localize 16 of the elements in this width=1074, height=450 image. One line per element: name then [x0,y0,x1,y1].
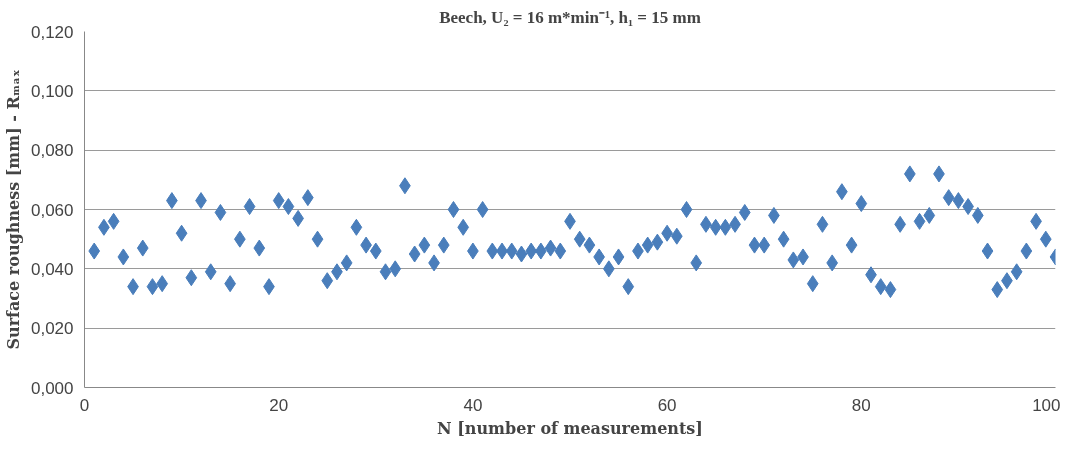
x-tick-label: 0 [79,395,90,415]
x-tick-label: 60 [657,395,677,415]
x-tick-label: 80 [851,395,871,415]
chart-title: Beech, U₂ = 16 m*min⁻¹, h₁ = 15 mm [439,7,701,27]
x-tick-label: 100 [1032,395,1061,415]
x-axis-title: N [number of measurements] [437,418,703,438]
x-tick-label: 20 [269,395,289,415]
y-tick-label: 0,060 [30,200,74,220]
y-tick-label: 0,020 [30,319,74,339]
y-tick-label: 0,080 [30,141,74,161]
y-tick-label: 0,040 [30,259,74,279]
y-tick-label: 0,120 [30,22,74,42]
x-tick-label: 40 [463,395,483,415]
y-tick-label: 0,000 [30,378,74,398]
y-axis-title: Surface roughness [mm] - Rₘₐₓ [3,69,23,350]
y-tick-label: 0,100 [30,81,74,101]
